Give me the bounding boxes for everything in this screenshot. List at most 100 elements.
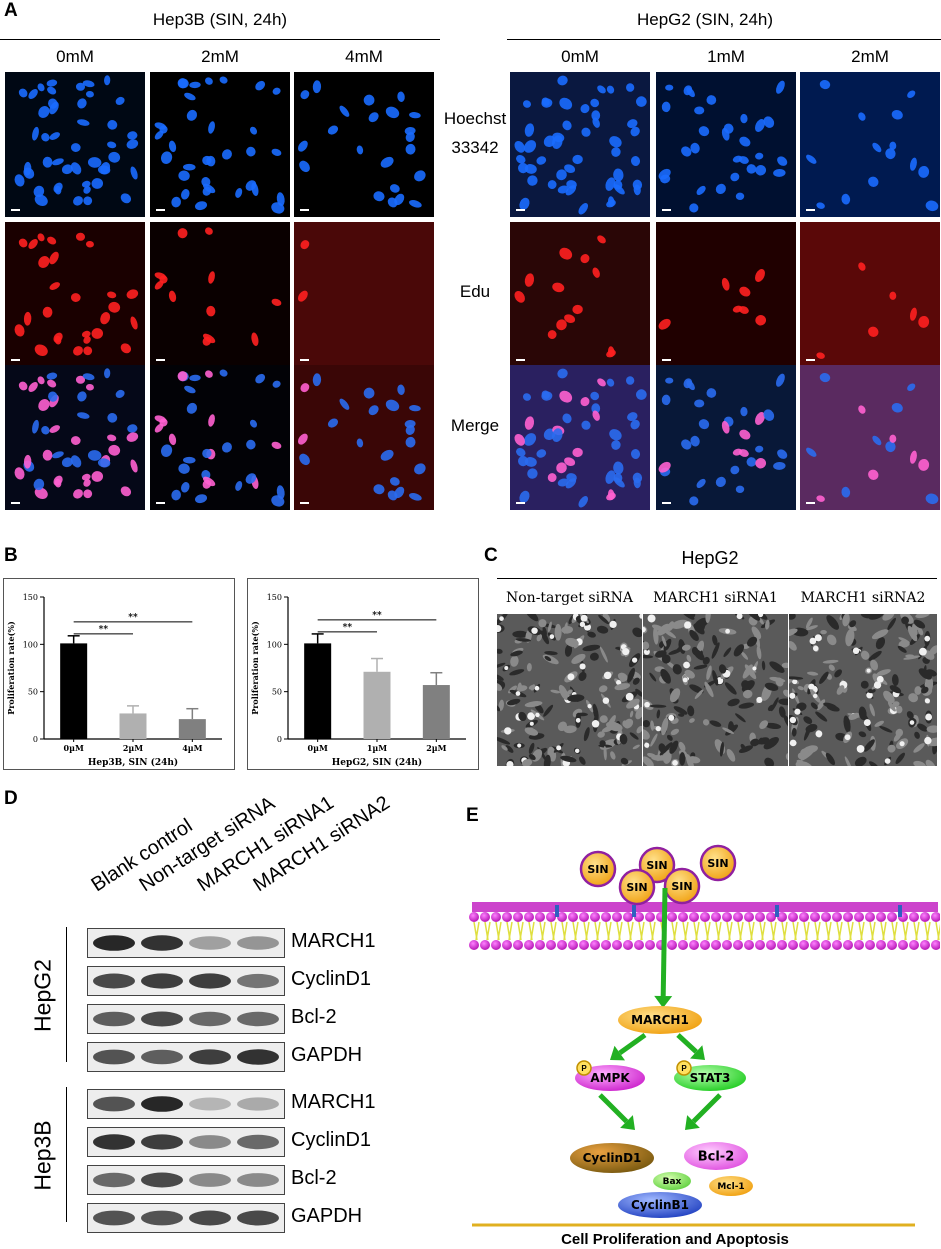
scale-bar [156, 209, 165, 211]
micrograph-image [656, 222, 796, 367]
y-tick-label: 100 [267, 640, 282, 649]
ampk-label: AMPK [590, 1071, 630, 1085]
micrograph-image [800, 365, 940, 510]
micrograph-hoechst-0 [5, 72, 145, 217]
pathway-arrow [691, 1093, 722, 1124]
phase-col-label-0: Non-target siRNA [506, 590, 633, 606]
cyclind1-shape [570, 1143, 654, 1173]
blot-band [189, 973, 231, 989]
panel-a-label: A [4, 0, 18, 21]
blot-image [93, 1011, 279, 1027]
micrograph-edu-5 [800, 222, 940, 367]
hep3b-band-label-0: MARCH1 [291, 1091, 376, 1113]
hep3b-title: Hep3B (SIN, 24h) [152, 10, 288, 29]
pathway-arrow [676, 1033, 698, 1054]
panel-b-label: B [4, 545, 18, 566]
row-label-hoechst: Hoechst 33342 [440, 104, 510, 162]
arrow-head [620, 1115, 635, 1130]
pathway-arrow [598, 1093, 629, 1124]
hep3b-blot-gapdh [87, 1203, 285, 1233]
significance-label: ** [372, 611, 382, 621]
arrow-head [685, 1115, 700, 1130]
blot-band [237, 1210, 279, 1226]
blot-image [93, 1172, 279, 1188]
blot-band [189, 1135, 231, 1149]
hepg2-blot-march1 [87, 928, 285, 958]
micrograph-edu-2 [294, 222, 434, 367]
hepg2-title: HepG2 (SIN, 24h) [636, 10, 774, 29]
x-axis-label: HepG2, SIN (24h) [332, 757, 422, 768]
y-tick-label: 0 [33, 735, 38, 744]
cyclind1-label: CyclinD1 [583, 1151, 642, 1165]
blot-band [141, 1096, 183, 1112]
sin-molecules: SIN SIN SIN SIN SIN [579, 844, 737, 906]
blot-band [141, 1049, 183, 1065]
phase-col-label-1: MARCH1 siRNA1 [653, 590, 778, 606]
row-label-hoechst-line2: 33342 [451, 138, 499, 157]
blot-band [93, 1172, 135, 1188]
pathway-arrow [618, 1032, 647, 1056]
march1-label: MARCH1 [631, 1013, 689, 1027]
panel-c-title-rule [497, 578, 937, 579]
x-tick-label: 1µM [367, 743, 387, 753]
scale-bar [806, 209, 815, 211]
micrograph-image [5, 365, 145, 510]
blot-band [141, 1172, 183, 1188]
hepg2-blot-bcl-2 [87, 1004, 285, 1034]
hepg2-blot-label: HepG2 [29, 959, 56, 1032]
pathway-arrow [660, 887, 668, 997]
cell-membrane [469, 902, 940, 950]
micrograph-merge-2 [294, 365, 434, 510]
blot-image [93, 973, 279, 989]
march1-shape [618, 1006, 702, 1034]
x-axis-label: Hep3B, SIN (24h) [88, 757, 178, 768]
phase-image-0 [497, 614, 642, 766]
hepg2-blot-gapdh [87, 1042, 285, 1072]
blot-band [189, 1097, 231, 1111]
blot-band [93, 1011, 135, 1027]
y-tick-label: 150 [267, 593, 282, 602]
scale-bar [11, 502, 20, 504]
row-label-edu: Edu [459, 282, 491, 301]
scale-bar [156, 359, 165, 361]
hep3b-proliferation-chart-svg: 0 50 100 150 Proliferation rate(%) 0µM 2µM 4µM H… [6, 593, 222, 768]
y-tick-label: 50 [272, 688, 282, 697]
sin-molecule [663, 867, 701, 905]
blot-image [93, 1210, 279, 1226]
cyclinb1-shape [618, 1192, 702, 1218]
row-label-hoechst-line1: Hoechst [443, 109, 507, 128]
sin-label: SIN [587, 863, 608, 876]
sin-label: SIN [626, 881, 647, 894]
hepg2-band-label-3: GAPDH [291, 1044, 363, 1066]
sin-label: SIN [671, 880, 692, 893]
micrograph-image [150, 72, 290, 217]
hepg2-dose-0: 0mM [561, 47, 599, 66]
blot-band [189, 936, 231, 950]
sin-molecule [579, 850, 617, 888]
micrograph-image [5, 72, 145, 217]
scale-bar [806, 502, 815, 504]
phospho-mark [576, 1060, 592, 1076]
hep3b-dose-2: 4mM [345, 47, 383, 66]
scale-bar [662, 359, 671, 361]
hep3b-blot-cyclind1 [87, 1127, 285, 1157]
blot-band [189, 1049, 231, 1065]
significance-label: ** [128, 613, 138, 623]
significance-label: ** [99, 625, 109, 635]
blot-band [237, 1049, 279, 1065]
micrograph-edu-1 [150, 222, 290, 367]
micrograph-image [656, 365, 796, 510]
panel-d-label: D [4, 788, 18, 809]
micrograph-hoechst-3 [510, 72, 650, 217]
blot-band [141, 1011, 183, 1027]
micrograph-merge-4 [656, 365, 796, 510]
y-tick-label: 100 [23, 640, 38, 649]
hep3b-dose-0: 0mM [56, 47, 94, 66]
hepg2-dose-1: 1mM [707, 47, 745, 66]
micrograph-image [656, 72, 796, 217]
blot-band [93, 1096, 135, 1112]
hep3b-blot-bcl-2 [87, 1165, 285, 1195]
blot-band [237, 1134, 279, 1150]
y-axis-label: Proliferation rate(%) [6, 621, 16, 715]
